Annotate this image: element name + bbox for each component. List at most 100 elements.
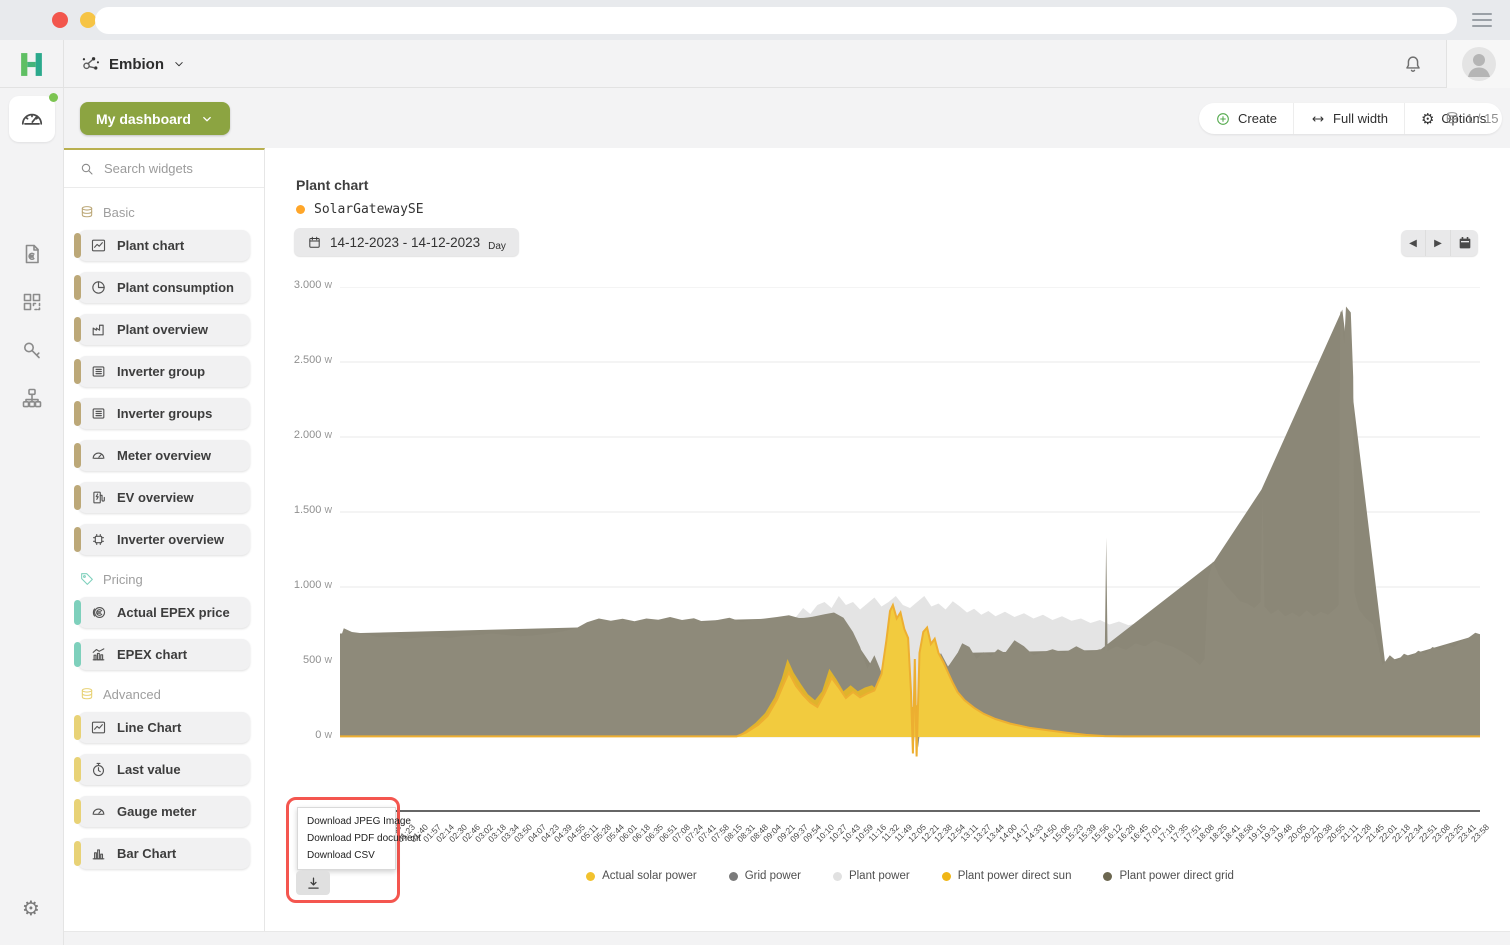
create-button[interactable]: Create [1199, 103, 1295, 134]
legend-item-plant-power-direct-sun[interactable]: Plant power direct sun [941, 870, 1071, 882]
menu-item-download-pdf-document[interactable]: Download PDF document [307, 833, 421, 844]
browser-chrome [0, 0, 1510, 40]
nav-rail: ⚙ [0, 88, 64, 945]
layers-icon [1444, 110, 1460, 126]
legend-dot [586, 871, 596, 881]
line-icon [90, 237, 107, 254]
nav-item-widgets-icon[interactable] [20, 290, 44, 314]
date-mode-label: Day [488, 241, 506, 252]
widget-card-actual-epex-price[interactable]: Actual EPEX price [74, 597, 250, 628]
chart-download-button[interactable] [296, 871, 330, 895]
legend-item-plant-power[interactable]: Plant power [832, 870, 910, 882]
window-minimize-button[interactable] [80, 12, 96, 28]
chevron-down-icon [200, 112, 214, 126]
next-period-button[interactable]: ▶ [1426, 230, 1451, 256]
chevron-down-icon [172, 57, 186, 71]
section-header-basic: Basic [79, 204, 264, 220]
widget-card-epex-chart[interactable]: EPEX chart [74, 639, 250, 670]
nav-item-dashboards[interactable] [9, 93, 58, 142]
list-icon [90, 405, 107, 422]
dashboard-selector-button[interactable]: My dashboard [80, 102, 230, 135]
nav-item-settings-gear-icon[interactable]: ⚙ [22, 896, 40, 920]
full-width-button[interactable]: Full width [1294, 103, 1405, 134]
widget-card-line-chart[interactable]: Line Chart [74, 712, 250, 743]
nav-item-api-keys-icon[interactable] [20, 338, 44, 362]
menu-item-download-csv[interactable]: Download CSV [307, 850, 375, 861]
dashboard-speedometer-icon [19, 106, 45, 132]
gauge-icon [90, 447, 107, 464]
widget-card-meter-overview[interactable]: Meter overview [74, 440, 250, 471]
menu-item-download-jpeg-image[interactable]: Download JPEG Image [307, 816, 411, 827]
organization-selector[interactable]: Embion [80, 40, 186, 88]
widget-card-label: EV overview [117, 490, 194, 505]
active-indicator-dot [49, 93, 58, 102]
line-icon [90, 719, 107, 736]
widget-card-label: Meter overview [117, 448, 211, 463]
factory-icon [90, 321, 107, 338]
widget-card-label: Actual EPEX price [117, 605, 230, 620]
widget-sidebar: Basic Plant chart Plant consumption Plant o… [64, 148, 265, 931]
browser-address-bar[interactable] [95, 7, 1457, 34]
widget-card-label: Inverter group [117, 364, 206, 379]
section-header-advanced: Advanced [79, 686, 264, 702]
widget-card-inverter-overview[interactable]: Inverter overview [74, 524, 250, 555]
person-icon [1462, 47, 1496, 81]
app-header: Embion [0, 40, 1510, 88]
widget-card-label: Plant chart [117, 238, 185, 253]
dashboard-page-indicator: 1 / 15 [1444, 110, 1499, 126]
widget-card-label: Inverter groups [117, 406, 213, 421]
plus-circle-icon [1215, 111, 1231, 127]
calendar-picker-button[interactable] [1451, 230, 1478, 256]
app-logo[interactable] [0, 40, 64, 88]
search-input[interactable] [104, 161, 244, 176]
widget-card-inverter-groups[interactable]: Inverter groups [74, 398, 250, 429]
calendar-icon [307, 235, 322, 250]
widget-card-inverter-group[interactable]: Inverter group [74, 356, 250, 387]
chip-icon [90, 531, 107, 548]
prev-period-button[interactable]: ◀ [1401, 230, 1426, 256]
section-label: Advanced [103, 686, 161, 702]
calendar-solid-icon [1457, 235, 1473, 251]
device-row: SolarGatewaySE [296, 202, 424, 217]
coins-icon [90, 604, 107, 621]
legend-item-actual-solar-power[interactable]: Actual solar power [586, 870, 697, 882]
widget-card-label: Bar Chart [117, 846, 177, 861]
widget-card-plant-overview[interactable]: Plant overview [74, 314, 250, 345]
ev-icon [90, 489, 107, 506]
widget-card-gauge-meter[interactable]: Gauge meter [74, 796, 250, 827]
widget-card-last-value[interactable]: Last value [74, 754, 250, 785]
widget-card-label: Last value [117, 762, 181, 777]
y-axis-tick: 2.000 W [293, 429, 332, 441]
logo-h-icon [21, 52, 42, 76]
date-range-selector[interactable]: 14-12-2023 - 14-12-2023 Day [294, 228, 519, 256]
plant-chart-plot [340, 287, 1480, 812]
window-close-button[interactable] [52, 12, 68, 28]
annotation-highlight-box: Download JPEG Image Download PDF document… [286, 797, 421, 903]
organization-icon [80, 54, 101, 75]
dashboard-toolbar: My dashboard Create Full width ⚙ Options… [0, 88, 1510, 148]
gear-icon: ⚙ [1420, 109, 1435, 128]
legend-item-plant-power-direct-grid[interactable]: Plant power direct grid [1103, 870, 1234, 882]
y-axis-tick: 500 W [303, 654, 332, 666]
notifications-bell-icon[interactable] [1402, 53, 1424, 75]
widget-card-ev-overview[interactable]: EV overview [74, 482, 250, 513]
widget-card-bar-chart[interactable]: Bar Chart [74, 838, 250, 869]
trend-icon [90, 646, 107, 663]
legend-item-grid-power[interactable]: Grid power [728, 870, 801, 882]
widget-card-plant-consumption[interactable]: Plant consumption [74, 272, 250, 303]
date-range-label: 14-12-2023 - 14-12-2023 [330, 234, 481, 250]
widget-card-label: Plant overview [117, 322, 209, 337]
widget-card-label: Inverter overview [117, 532, 224, 547]
chart-legend: Actual solar power Grid power Plant power P… [340, 870, 1480, 882]
organization-name: Embion [109, 55, 164, 73]
legend-dot [832, 871, 842, 881]
nav-item-invoices-icon[interactable] [20, 242, 44, 266]
widget-title: Plant chart [296, 177, 369, 193]
user-menu[interactable] [1446, 40, 1510, 88]
widget-card-plant-chart[interactable]: Plant chart [74, 230, 250, 261]
browser-menu-icon[interactable] [1472, 13, 1492, 27]
device-status-dot [296, 205, 305, 214]
x-axis-labels: 00:0000:1700:3300:5001:0601:2301:4001:57… [329, 814, 1491, 874]
nav-item-hierarchy-icon[interactable] [20, 386, 44, 410]
layers-icon [79, 204, 95, 220]
